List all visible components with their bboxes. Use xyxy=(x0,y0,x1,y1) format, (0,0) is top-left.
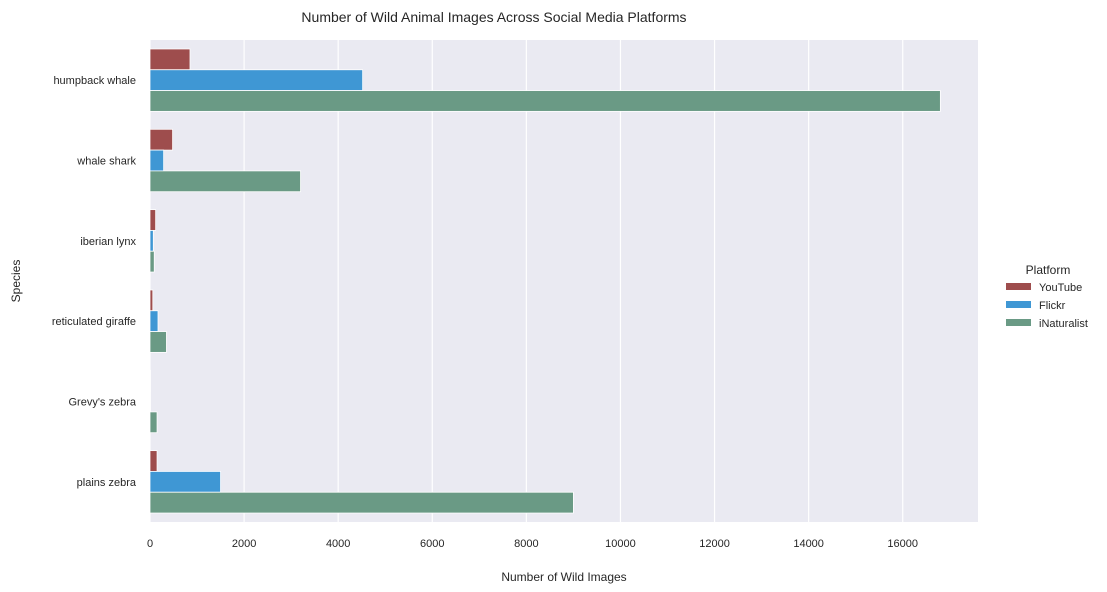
bar-inaturalist xyxy=(149,250,155,273)
y-tick-labels: humpback whale whale shark iberian lynx ret… xyxy=(52,75,137,489)
chart-title: Number of Wild Animal Images Across Soci… xyxy=(301,9,686,25)
x-tick-label: 16000 xyxy=(887,538,918,550)
plot-area xyxy=(150,40,978,522)
x-tick-label: 0 xyxy=(147,538,153,550)
legend-swatch xyxy=(1006,301,1031,308)
bar-inaturalist xyxy=(149,170,301,193)
bar-flickr xyxy=(149,471,221,493)
x-tick-label: 12000 xyxy=(699,538,730,550)
y-axis-title: Species xyxy=(9,260,23,303)
x-tick-label: 10000 xyxy=(605,538,636,550)
bar-flickr xyxy=(149,230,154,252)
y-tick-label: iberian lynx xyxy=(80,236,136,248)
legend-title: Platform xyxy=(1026,263,1071,277)
y-tick-label: whale shark xyxy=(76,156,136,168)
bars xyxy=(149,48,941,514)
x-tick-label: 14000 xyxy=(793,538,824,550)
bar-inaturalist xyxy=(149,90,941,112)
x-tick-label: 2000 xyxy=(232,538,256,550)
x-axis-title: Number of Wild Images xyxy=(501,570,626,584)
legend-swatch xyxy=(1006,319,1031,326)
x-tick-labels: 0 2000 4000 6000 8000 10000 12000 14000 16000 xyxy=(147,538,918,550)
bar-youtube xyxy=(149,128,173,151)
bar-flickr xyxy=(149,149,165,172)
y-tick-label: reticulated giraffe xyxy=(52,316,136,328)
y-tick-label: plains zebra xyxy=(77,477,137,489)
legend-swatch xyxy=(1006,283,1031,290)
legend: Platform YouTube Flickr iNaturalist xyxy=(1006,263,1088,330)
bar-flickr xyxy=(149,310,159,332)
bar-flickr xyxy=(149,69,364,91)
x-tick-label: 4000 xyxy=(326,538,350,550)
legend-label: Flickr xyxy=(1039,300,1066,312)
x-tick-label: 6000 xyxy=(420,538,444,550)
y-tick-label: Grevy's zebra xyxy=(68,397,136,409)
x-tick-label: 8000 xyxy=(514,538,538,550)
grid-lines xyxy=(149,40,904,522)
bar-inaturalist xyxy=(149,491,574,514)
bar-youtube xyxy=(149,450,158,472)
bar-youtube xyxy=(149,289,154,312)
y-tick-label: humpback whale xyxy=(53,75,136,87)
bar-inaturalist xyxy=(149,411,158,434)
bar-inaturalist xyxy=(149,331,167,353)
bar-youtube xyxy=(149,209,157,231)
legend-label: YouTube xyxy=(1039,282,1082,294)
bar-youtube xyxy=(149,48,191,71)
legend-label: iNaturalist xyxy=(1039,318,1088,330)
